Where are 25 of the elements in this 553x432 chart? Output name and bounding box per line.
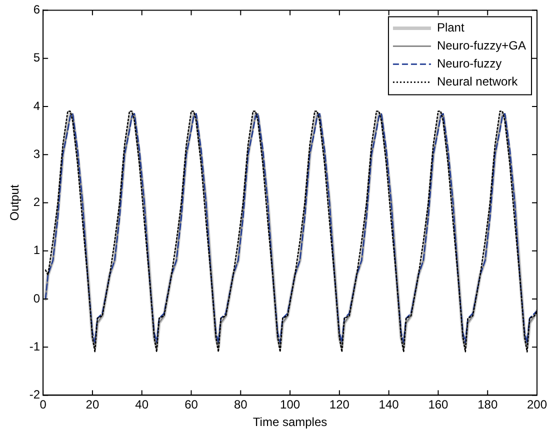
y-tick-label: 0 — [33, 291, 40, 306]
x-tick-label: 180 — [478, 398, 498, 412]
y-tick-label: 5 — [33, 50, 40, 65]
legend-label: Neuro-fuzzy — [436, 56, 502, 71]
y-tick-label: -2 — [29, 388, 40, 402]
y-axis-title: Output — [8, 184, 22, 221]
y-tick-label: 4 — [33, 98, 40, 113]
legend-label: Neuro-fuzzy+GA — [436, 38, 526, 53]
y-tick-label: 6 — [33, 2, 40, 17]
y-tick-label: 1 — [33, 243, 40, 258]
x-tick-label: 200 — [526, 398, 548, 412]
x-tick-label: 160 — [428, 398, 449, 412]
x-tick-label: 120 — [329, 398, 350, 412]
y-tick-label: -1 — [29, 339, 40, 354]
x-axis-title: Time samples — [252, 415, 328, 430]
x-tick-label: 20 — [86, 398, 100, 412]
x-tick-label: 60 — [184, 398, 198, 412]
y-tick-label: 2 — [33, 195, 40, 210]
x-tick-label: 40 — [135, 398, 149, 412]
y-tick-label: 3 — [33, 146, 40, 161]
x-tick-label: 140 — [378, 398, 400, 412]
legend-label: Plant — [436, 20, 465, 35]
legend-label: Neural network — [436, 74, 519, 89]
x-tick-label: 80 — [234, 398, 248, 412]
x-tick-label: 100 — [280, 398, 300, 412]
